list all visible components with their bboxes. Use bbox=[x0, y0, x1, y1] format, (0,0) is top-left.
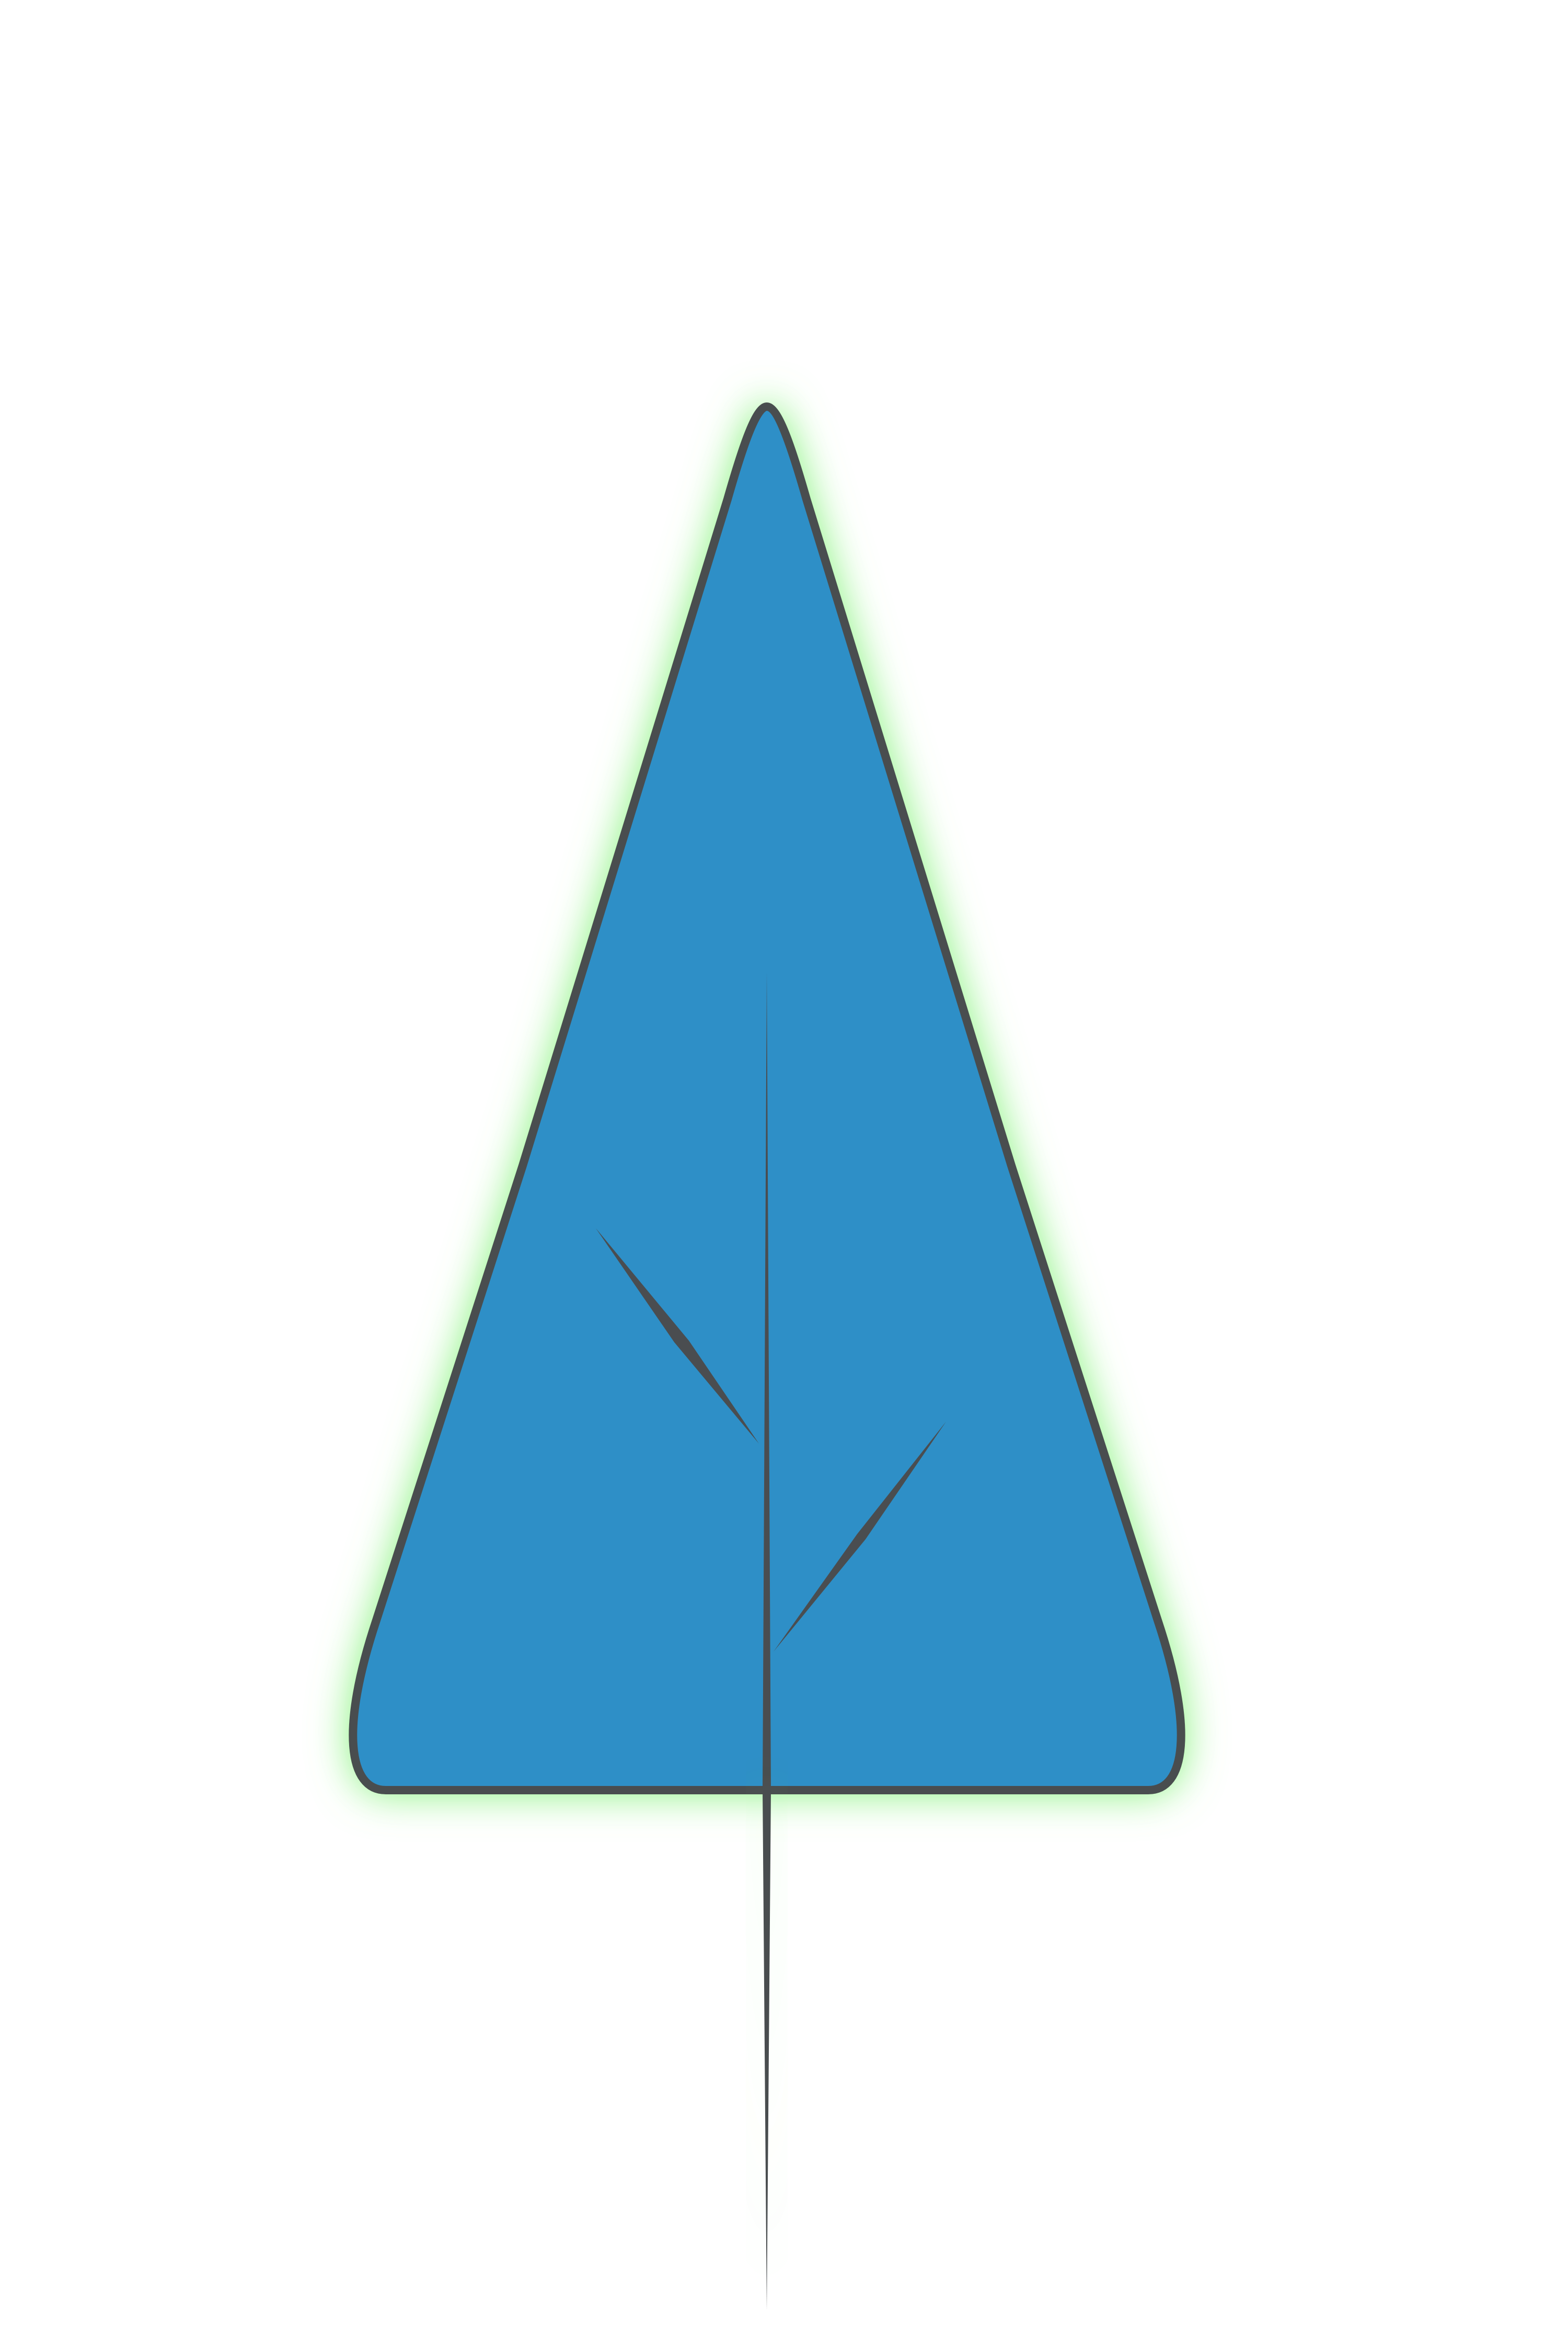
tree-branch-left bbox=[596, 1228, 759, 1444]
tree-branch-right bbox=[774, 1422, 946, 1652]
tree-stem bbox=[763, 1790, 771, 2310]
tree-icon bbox=[349, 402, 1185, 2310]
tree-trunk bbox=[763, 972, 771, 1790]
